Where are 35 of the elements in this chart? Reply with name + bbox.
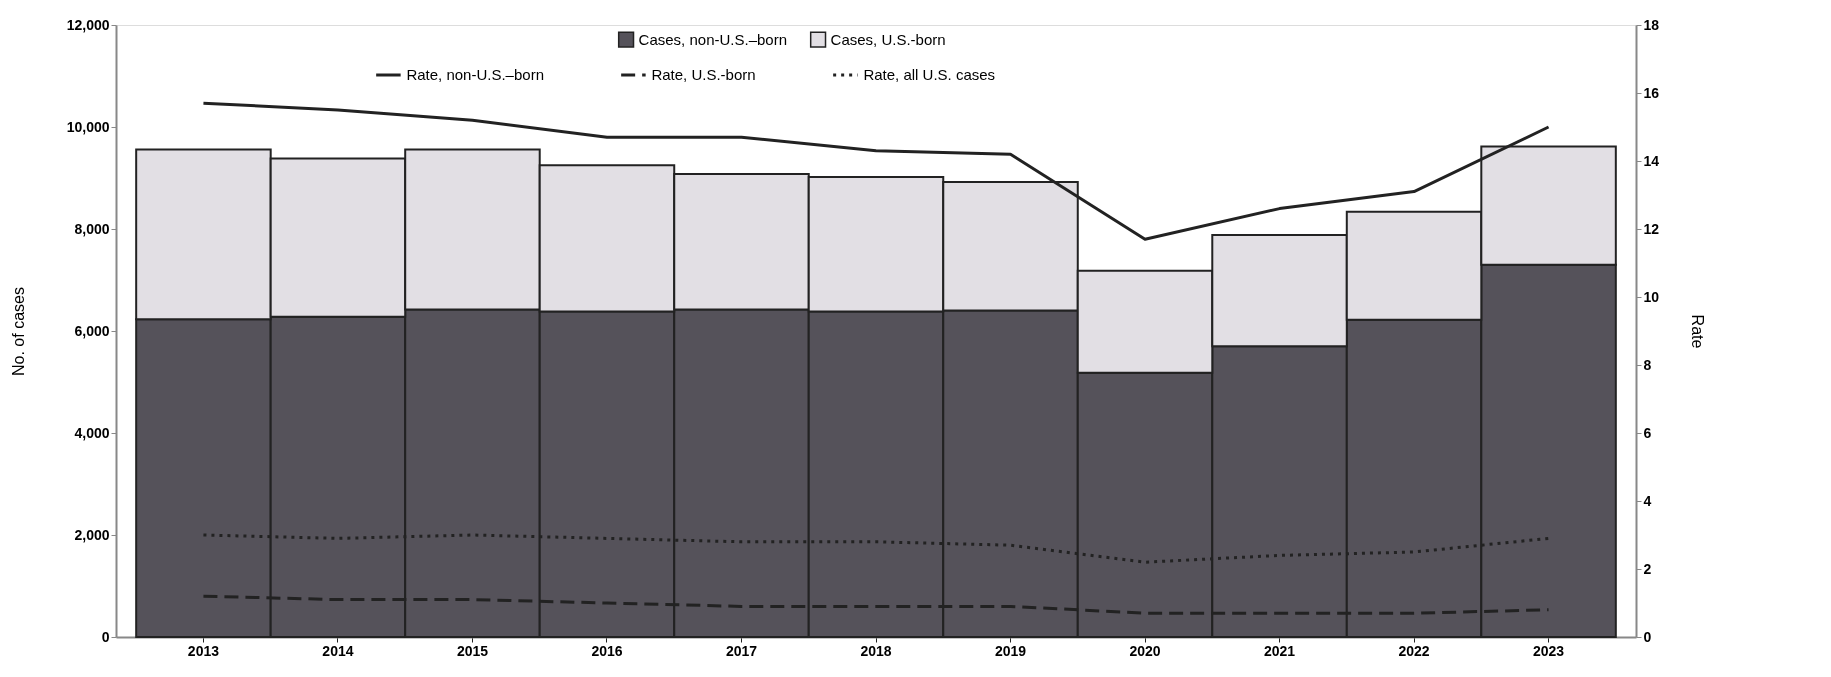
legend-label: Rate, U.S.-born bbox=[651, 66, 756, 83]
y-axis-title: No. of cases bbox=[9, 287, 27, 376]
x-tick-label: 2014 bbox=[322, 642, 354, 659]
legend-label: Rate, non-U.S.–born bbox=[406, 66, 544, 83]
x-tick-label: 2022 bbox=[1398, 642, 1430, 659]
y2-tick-label: 16 bbox=[1643, 84, 1660, 101]
x-tick-label: 2015 bbox=[456, 642, 489, 659]
y2-tick-label: 10 bbox=[1643, 288, 1660, 305]
y2-tick-label: 4 bbox=[1643, 492, 1652, 509]
legend-label: Cases, U.S.-born bbox=[830, 30, 946, 48]
y2-tick-label: 18 bbox=[1643, 16, 1660, 33]
y-tick-label: 4,000 bbox=[74, 424, 110, 441]
y2-tick-label: 2 bbox=[1643, 560, 1652, 577]
legend-label: Rate, all U.S. cases bbox=[863, 66, 996, 83]
y2-tick-label: 8 bbox=[1643, 356, 1652, 373]
y-tick-label: 10,000 bbox=[66, 118, 110, 135]
y-tick-label: 8,000 bbox=[74, 220, 110, 237]
x-tick-label: 2019 bbox=[994, 642, 1027, 659]
y-tick-label: 6,000 bbox=[74, 322, 110, 339]
y2-tick-label: 0 bbox=[1643, 628, 1652, 645]
legend-label: Cases, non-U.S.–born bbox=[638, 30, 788, 48]
y2-axis-title: Rate bbox=[1689, 314, 1707, 349]
y-tick-label: 0 bbox=[101, 628, 110, 645]
y-tick-label: 2,000 bbox=[74, 526, 110, 543]
x-tick-label: 2013 bbox=[187, 642, 220, 659]
y2-tick-label: 14 bbox=[1643, 152, 1660, 169]
x-tick-label: 2018 bbox=[860, 642, 892, 659]
y-tick-label: 12,000 bbox=[66, 16, 110, 33]
x-tick-label: 2023 bbox=[1532, 642, 1565, 659]
y2-tick-label: 6 bbox=[1643, 424, 1652, 441]
y2-tick-label: 12 bbox=[1643, 220, 1660, 237]
x-tick-label: 2017 bbox=[725, 642, 758, 659]
x-tick-label: 2021 bbox=[1263, 642, 1296, 659]
x-tick-label: 2020 bbox=[1129, 642, 1161, 659]
x-tick-label: 2016 bbox=[591, 642, 623, 659]
